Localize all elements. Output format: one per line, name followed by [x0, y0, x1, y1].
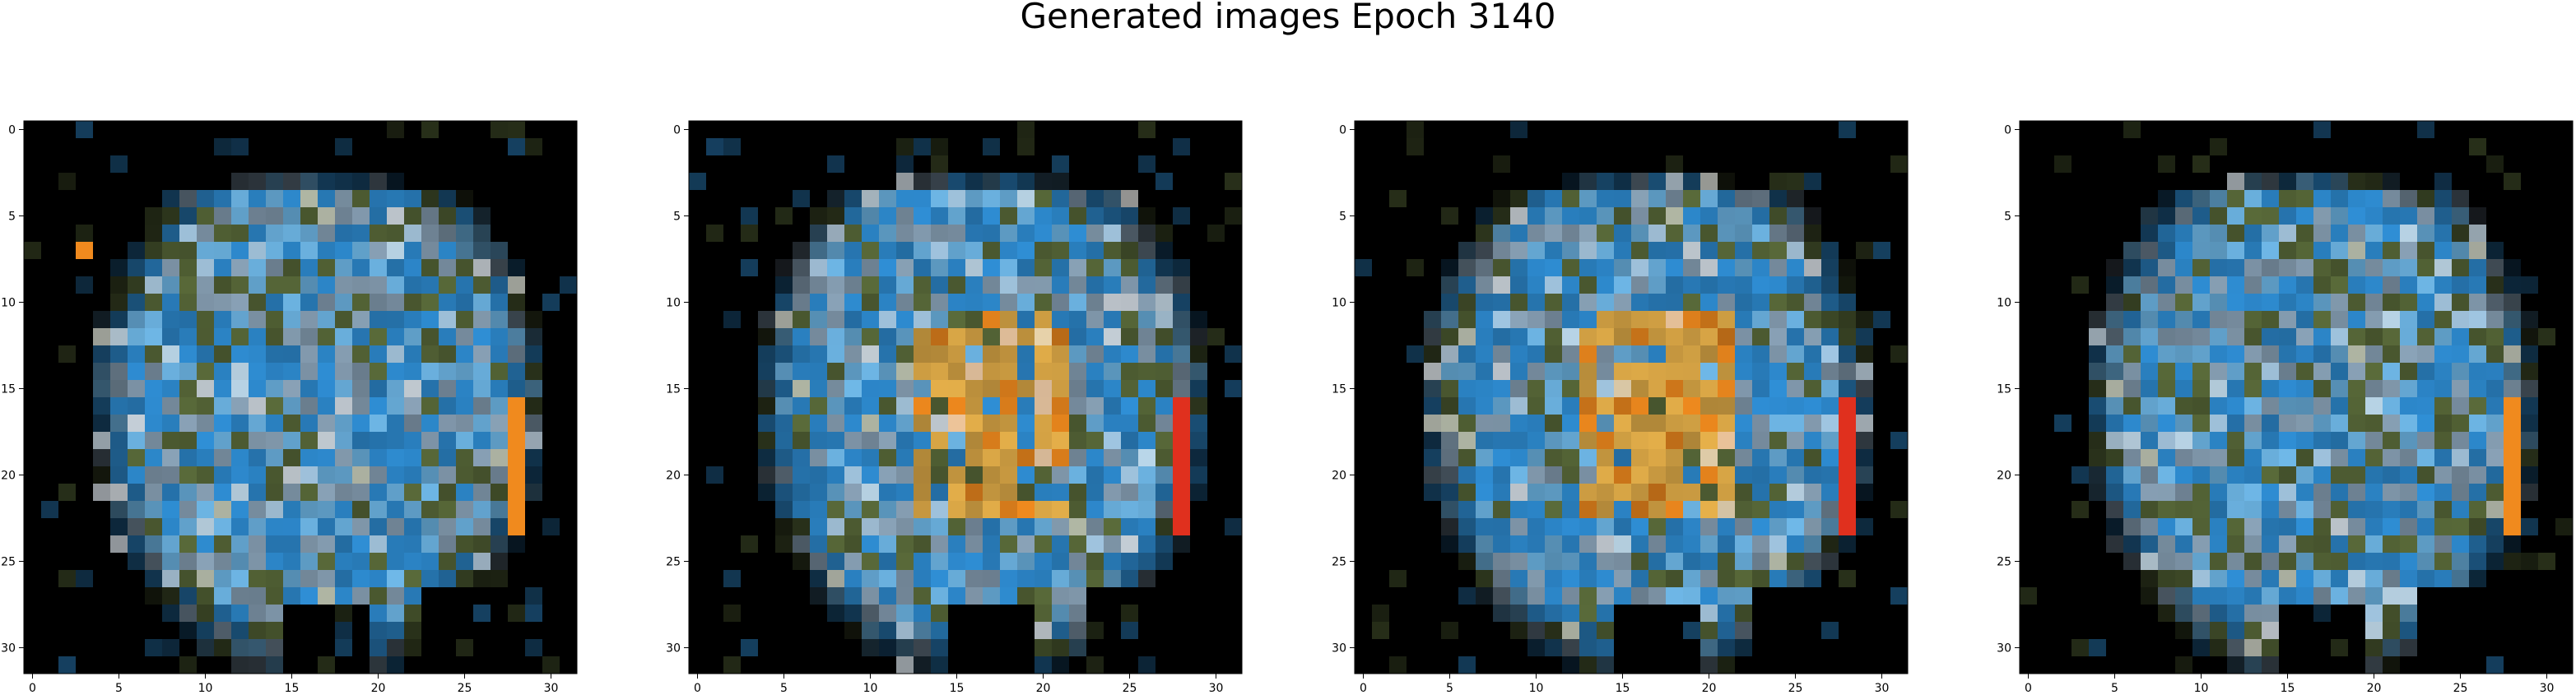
y-tick-label: 10	[1, 297, 16, 310]
x-tick-label: 30	[1875, 682, 1890, 695]
x-tick-label: 20	[371, 682, 386, 695]
x-tick-label: 0	[1360, 682, 1367, 695]
x-tick-label: 20	[2367, 682, 2382, 695]
y-tick-label: 15	[1332, 383, 1346, 396]
y-tick-label: 25	[666, 556, 681, 569]
x-tick-label: 0	[694, 682, 701, 695]
y-tick-label: 30	[1, 642, 16, 656]
x-tick-label: 15	[950, 682, 965, 695]
generated-image-4: 0 0 5 5 10 10 15 15 20 20 25 25 30 30	[1997, 120, 2574, 695]
image-panel-1: 0 0 5 5 10 10 15 15 20 20 25 25 30 30	[1, 119, 579, 695]
pixel-grid	[1355, 121, 1908, 674]
x-tick-label: 25	[2453, 682, 2468, 695]
pixel-grid	[2020, 121, 2573, 674]
y-tick-label: 5	[1339, 211, 1346, 224]
x-tick-label: 25	[1123, 682, 1137, 695]
y-tick-label: 15	[1, 383, 16, 396]
y-tick-label: 0	[1339, 124, 1346, 137]
x-tick-label: 25	[458, 682, 472, 695]
x-tick-label: 5	[1446, 682, 1453, 695]
image-panel-3: 0 0 5 5 10 10 15 15 20 20 25 25 30 30	[1332, 119, 1909, 695]
x-tick-label: 25	[1788, 682, 1803, 695]
x-tick-label: 15	[2281, 682, 2295, 695]
x-tick-label: 30	[1209, 682, 1224, 695]
x-tick-label: 5	[2111, 682, 2118, 695]
y-tick-label: 20	[1, 470, 16, 483]
generated-image-1: 0 0 5 5 10 10 15 15 20 20 25 25 30 30	[1, 120, 578, 695]
axes-frame	[688, 120, 1243, 674]
x-tick-label: 20	[1702, 682, 1717, 695]
y-tick-label: 30	[666, 642, 681, 656]
image-panel-4: 0 0 5 5 10 10 15 15 20 20 25 25 30 30	[1997, 119, 2574, 695]
x-tick-label: 5	[780, 682, 788, 695]
axes-frame	[1354, 120, 1909, 674]
y-tick-label: 20	[1997, 470, 2011, 483]
x-tick-label: 30	[544, 682, 559, 695]
axes-frame	[23, 120, 578, 674]
y-tick-label: 0	[2004, 124, 2011, 137]
y-tick-label: 5	[673, 211, 681, 224]
figure-title: Generated images Epoch 3140	[1020, 0, 1556, 36]
image-panel-2: 0 0 5 5 10 10 15 15 20 20 25 25 30 30	[666, 119, 1244, 695]
x-tick-label: 5	[115, 682, 123, 695]
x-tick-label: 10	[2194, 682, 2209, 695]
y-tick-label: 20	[666, 470, 681, 483]
x-tick-label: 10	[863, 682, 878, 695]
y-tick-label: 10	[1997, 297, 2011, 310]
x-tick-label: 0	[2025, 682, 2032, 695]
x-tick-label: 30	[2540, 682, 2555, 695]
x-tick-label: 10	[1529, 682, 1544, 695]
axes-frame	[2019, 120, 2574, 674]
x-tick-label: 15	[1616, 682, 1630, 695]
y-tick-label: 0	[8, 124, 16, 137]
y-tick-label: 25	[1332, 556, 1346, 569]
generated-image-2: 0 0 5 5 10 10 15 15 20 20 25 25 30 30	[666, 120, 1243, 695]
pixel-grid	[24, 121, 577, 674]
y-tick-label: 30	[1997, 642, 2011, 656]
y-tick-label: 5	[8, 211, 16, 224]
y-tick-label: 20	[1332, 470, 1346, 483]
y-tick-label: 10	[1332, 297, 1346, 310]
x-tick-label: 0	[29, 682, 36, 695]
x-tick-label: 10	[198, 682, 213, 695]
y-tick-label: 25	[1997, 556, 2011, 569]
x-tick-label: 15	[285, 682, 300, 695]
y-tick-label: 15	[1997, 383, 2011, 396]
generated-image-3: 0 0 5 5 10 10 15 15 20 20 25 25 30 30	[1332, 120, 1909, 695]
y-tick-label: 0	[673, 124, 681, 137]
x-tick-label: 20	[1036, 682, 1051, 695]
pixel-grid	[689, 121, 1242, 674]
y-tick-label: 5	[2004, 211, 2011, 224]
y-tick-label: 10	[666, 297, 681, 310]
y-tick-label: 25	[1, 556, 16, 569]
y-tick-label: 15	[666, 383, 681, 396]
y-tick-label: 30	[1332, 642, 1346, 656]
